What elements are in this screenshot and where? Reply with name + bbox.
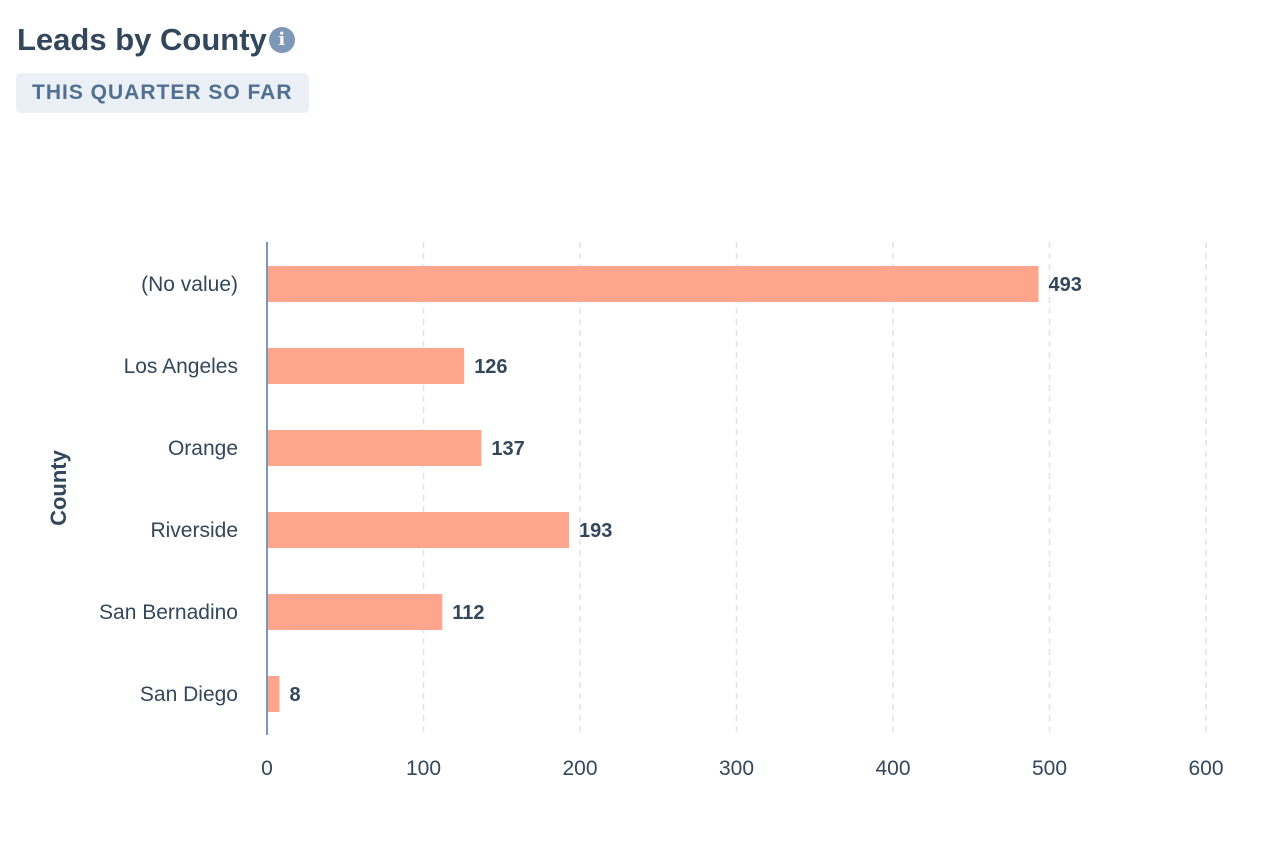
data-label: 193 (579, 520, 612, 542)
bar-orange (268, 430, 482, 466)
data-label: 137 (491, 438, 524, 460)
x-tick-label: 100 (406, 757, 441, 780)
date-range-badge[interactable]: THIS QUARTER SO FAR (16, 73, 309, 113)
category-label: Los Angeles (124, 355, 238, 378)
x-tick-label: 500 (1032, 757, 1067, 780)
x-tick-label: 600 (1188, 757, 1223, 780)
y-axis-title: County (46, 449, 71, 526)
bar-san-diego (268, 676, 280, 712)
data-label: 493 (1049, 274, 1082, 296)
data-label: 112 (452, 602, 484, 624)
chart-title-text: Leads by County (17, 22, 267, 57)
x-tick-label: 300 (719, 757, 754, 780)
info-icon[interactable]: i (268, 27, 295, 53)
bar-los-angeles (268, 348, 465, 384)
x-tick-label: 400 (875, 757, 910, 780)
category-label: Riverside (150, 519, 238, 542)
data-label: 126 (474, 356, 507, 378)
chart-title: Leads by County i (17, 22, 295, 58)
category-label: San Bernadino (99, 601, 238, 624)
bar--no-value- (268, 266, 1039, 302)
x-tick-label: 200 (562, 757, 597, 780)
data-label: 8 (290, 684, 301, 706)
category-label: Orange (168, 437, 238, 460)
bar-riverside (268, 512, 570, 548)
category-label: San Diego (140, 683, 238, 706)
x-tick-label: 0 (261, 757, 273, 780)
category-label: (No value) (141, 273, 238, 296)
bar-san-bernadino (268, 594, 443, 630)
